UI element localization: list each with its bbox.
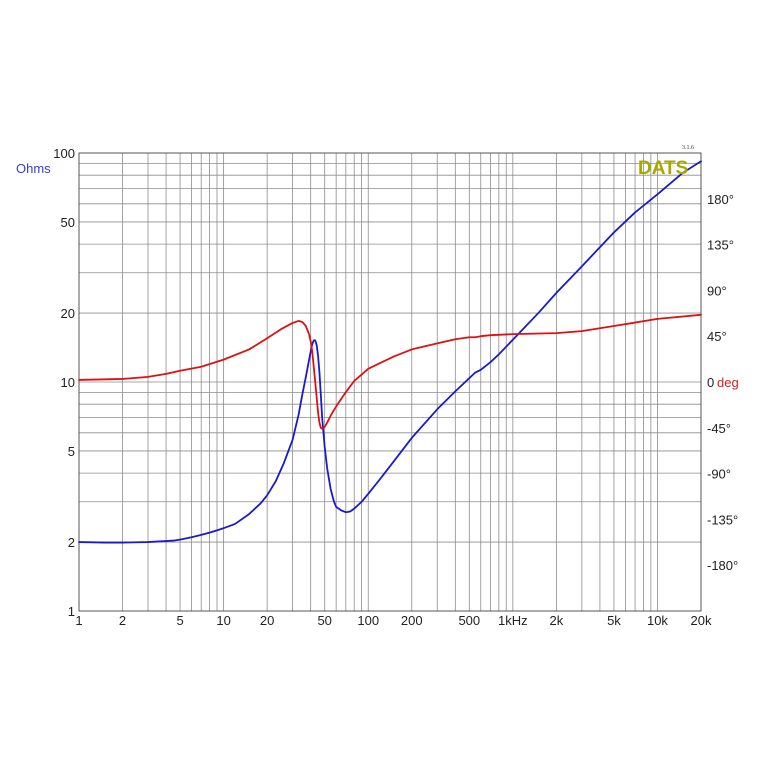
version-label: 3.1.6 xyxy=(682,145,694,151)
grid xyxy=(78,153,702,612)
phase-curve xyxy=(78,313,702,430)
y-left-tick-label: 10 xyxy=(61,375,75,390)
x-tick-label: 2k xyxy=(550,613,564,628)
y-right-tick-label: -90° xyxy=(707,467,731,482)
y-right-tick-label: 90° xyxy=(707,283,727,298)
y-right-tick-label: 135° xyxy=(707,238,734,253)
x-tick-label: 10k xyxy=(647,613,668,628)
impedance-curve xyxy=(78,160,702,544)
y-right-tick-label: -180° xyxy=(707,558,738,573)
y-right-tick-label: 0 xyxy=(707,375,714,390)
y-right-tick-label: 180° xyxy=(707,192,734,207)
x-tick-label: 20 xyxy=(260,613,274,628)
y-right-tick-label: 45° xyxy=(707,329,727,344)
y-right-tick-label: -135° xyxy=(707,512,738,527)
x-tick-label: 10 xyxy=(216,613,230,628)
x-tick-label: 1kHz xyxy=(498,613,528,628)
plot-frame xyxy=(78,152,702,612)
x-tick-label: 20k xyxy=(691,613,712,628)
y-left-tick-label: 1 xyxy=(68,604,75,619)
y-left-tick-label: 5 xyxy=(68,444,75,459)
y-right-tick-labels: 180° 135° 90° 45° 0 -45° -90° -135° -180° xyxy=(707,192,738,573)
x-tick-label: 500 xyxy=(458,613,480,628)
dats-logo: DATS xyxy=(638,158,688,179)
series xyxy=(78,160,702,544)
x-tick-label: 50 xyxy=(317,613,331,628)
x-tick-label: 5k xyxy=(607,613,621,628)
x-tick-label: 100 xyxy=(357,613,379,628)
x-tick-label: 2 xyxy=(119,613,126,628)
y-right-tick-label: -45° xyxy=(707,421,731,436)
x-tick-label: 1 xyxy=(75,613,82,628)
y-left-unit-label: Ohms xyxy=(16,161,51,176)
x-tick-labels: 1 2 5 10 20 50 100 200 500 1kHz 2k 5k 10k 20k xyxy=(75,613,712,628)
y-right-unit-label: deg xyxy=(717,375,739,390)
y-left-tick-label: 50 xyxy=(61,215,75,230)
y-left-tick-label: 100 xyxy=(53,146,75,161)
x-tick-label: 5 xyxy=(176,613,183,628)
x-tick-label: 200 xyxy=(401,613,423,628)
y-left-tick-labels: 1 2 5 10 20 50 100 xyxy=(53,146,75,619)
y-left-tick-label: 2 xyxy=(68,535,75,550)
y-left-tick-label: 20 xyxy=(61,306,75,321)
